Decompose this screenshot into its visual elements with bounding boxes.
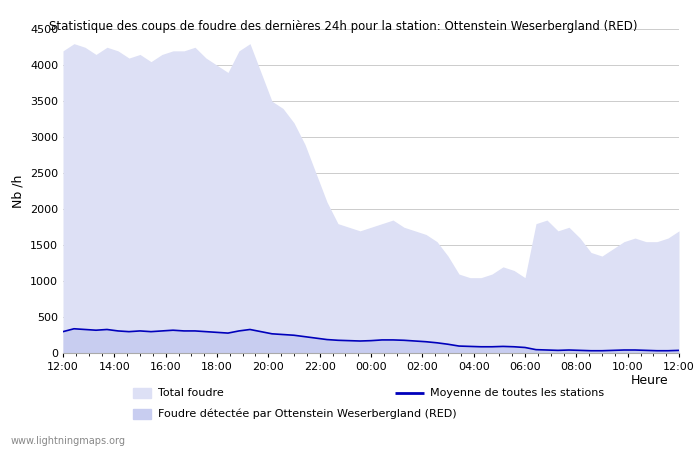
Text: www.lightningmaps.org: www.lightningmaps.org <box>10 436 125 446</box>
Text: Foudre détectée par Ottenstein Weserbergland (RED): Foudre détectée par Ottenstein Weserberg… <box>158 408 456 419</box>
Text: Total foudre: Total foudre <box>158 388 223 398</box>
Text: Heure: Heure <box>631 374 668 387</box>
Text: Moyenne de toutes les stations: Moyenne de toutes les stations <box>430 388 605 398</box>
Text: Statistique des coups de foudre des dernières 24h pour la station: Ottenstein We: Statistique des coups de foudre des dern… <box>49 20 638 33</box>
Y-axis label: Nb /h: Nb /h <box>11 175 25 208</box>
